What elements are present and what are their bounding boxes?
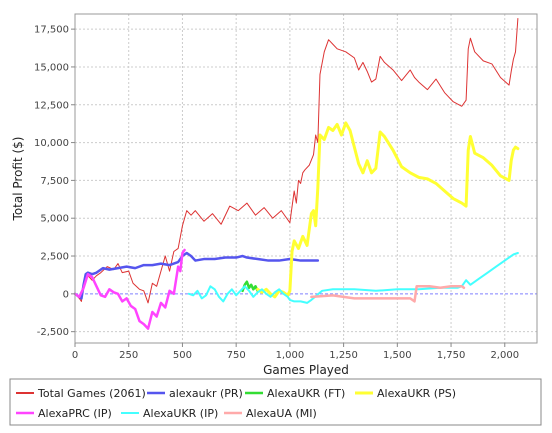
y-tick-label: 0 <box>63 289 69 300</box>
y-tick-label: 12,500 <box>34 100 69 111</box>
legend-label-alexaua-mi: AlexaUA (MI) <box>246 407 317 420</box>
series-line-alexaukr-pr <box>73 251 320 300</box>
x-tick-label: 1,500 <box>383 350 412 361</box>
y-tick-label: 17,500 <box>34 25 69 36</box>
x-tick-label: 1,250 <box>329 350 358 361</box>
series-line-alexaprc-ip <box>73 248 186 330</box>
x-tick-label: 750 <box>227 350 246 361</box>
y-tick-label: 7,500 <box>40 176 69 187</box>
x-tick-label: 1,000 <box>276 350 305 361</box>
y-tick-label: -2,500 <box>37 327 69 338</box>
legend-box <box>9 378 542 426</box>
plot-border <box>74 13 538 344</box>
legend-label-alexaukr-ps: AlexaUKR (PS) <box>377 387 456 400</box>
y-axis-ticks: -2,500 0 2,500 5,000 7,500 10,000 12,500 15,000… <box>34 25 75 338</box>
y-tick-label: 5,000 <box>40 214 69 225</box>
x-tick-label: 250 <box>119 350 138 361</box>
series-line-alexaukr-ip <box>187 252 519 304</box>
x-tick-label: 2,000 <box>490 350 519 361</box>
legend-label-alexaukr-pr: alexaukr (PR) <box>169 387 243 400</box>
legend-label-alexaukr-ip: AlexaUKR (IP) <box>143 407 218 420</box>
x-axis-ticks: 0 250 500 750 1,000 1,250 1,500 1,750 2,000 <box>72 343 519 361</box>
x-tick-label: 0 <box>72 350 78 361</box>
x-tick-label: 500 <box>173 350 192 361</box>
series-line-alexaukr-ps <box>256 121 520 299</box>
x-axis-title: Games Played <box>263 363 349 377</box>
legend-label-alexaprc-ip: AlexaPRC (IP) <box>38 407 112 420</box>
series-layer <box>73 18 520 330</box>
y-axis-title: Total Profit ($) <box>11 137 25 222</box>
legend: Total Games (2061) alexaukr (PR) AlexaUKR … <box>9 378 542 426</box>
x-tick-label: 1,750 <box>437 350 466 361</box>
plot-background <box>75 14 537 343</box>
series-line-alexaua-mi <box>310 285 466 303</box>
y-tick-label: 10,000 <box>34 138 69 149</box>
series-line-alexaukr-ft <box>241 280 259 293</box>
y-tick-label: 15,000 <box>34 62 69 73</box>
legend-label-total-games-2061: Total Games (2061) <box>37 387 146 400</box>
y-tick-label: 2,500 <box>40 252 69 263</box>
series-line-total-games-2061 <box>74 18 519 304</box>
legend-label-alexaukr-ft: AlexaUKR (FT) <box>267 387 345 400</box>
